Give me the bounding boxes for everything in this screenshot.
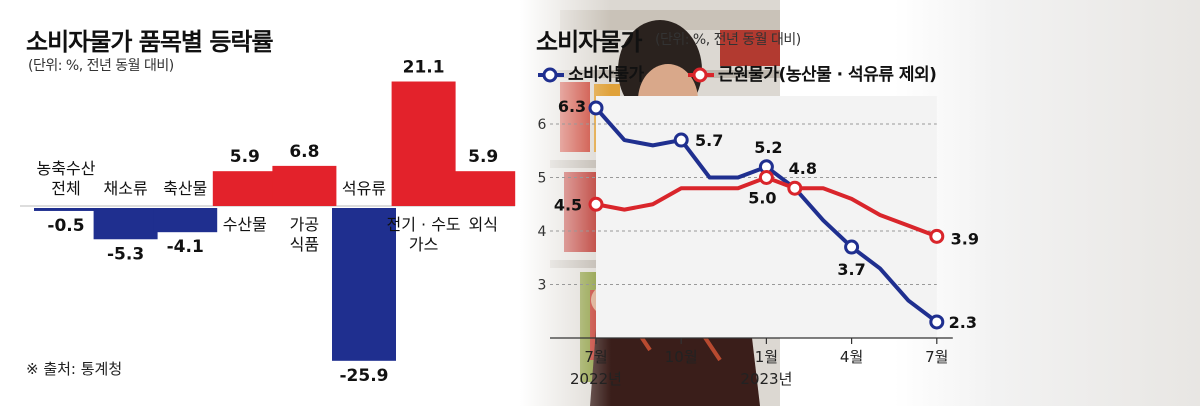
legend-item-cpi: 소비자물가	[538, 60, 644, 85]
legend-item-core: 근원물가(농산물 · 석유류 제외)	[688, 60, 937, 85]
bar	[332, 208, 396, 361]
bar-category-label: 외식	[468, 215, 497, 234]
bar-value-label: -4.1	[167, 237, 204, 257]
x-tick-label: 10월	[665, 348, 698, 366]
series-point	[673, 132, 689, 148]
x-tick-year: 2023년	[740, 370, 792, 388]
y-tick-label: 5	[538, 171, 547, 187]
line-chart-subtitle: (단위: %, 전년 동월 대비)	[655, 32, 801, 48]
series-point	[588, 100, 604, 116]
line-chart-svg: 3 4 5 6 7월 2022년 10월 1월 2023년 4월 7월 6.3 5.7 5.2 3.7 2.3…	[538, 96, 979, 388]
bar-value-label: 21.1	[403, 58, 445, 78]
bar	[212, 171, 277, 206]
bar-value-label: 6.8	[289, 142, 319, 162]
bar-category-label: 채소류	[104, 179, 148, 198]
bar	[272, 165, 337, 206]
legend-marker-cpi	[538, 67, 564, 83]
legend-label-core: 근원물가(농산물 · 석유류 제외)	[718, 65, 937, 85]
y-tick-label: 6	[538, 117, 547, 133]
bar-category-label: 전기 · 수도	[387, 215, 461, 234]
x-tick-label: 4월	[840, 348, 863, 366]
bar-value-label: -5.3	[107, 244, 144, 264]
x-tick-year: 2022년	[570, 370, 622, 388]
point-value-label: 4.8	[789, 159, 817, 178]
series-point	[787, 180, 803, 196]
bar-category-label: 농축수산	[37, 159, 96, 178]
bar-category-label: 식품	[290, 235, 319, 254]
line-chart-panel: 소비자물가 (단위: %, 전년 동월 대비) 소비자물가 근원물가(농산물 ·…	[520, 0, 1200, 406]
bar	[391, 81, 456, 206]
bar	[153, 208, 218, 233]
bar-category-label: 수산물	[223, 215, 267, 234]
bar-value-label: -25.9	[340, 366, 389, 386]
bar	[451, 171, 516, 206]
series-point	[844, 239, 860, 255]
series-point	[929, 228, 945, 244]
point-value-label: 5.7	[695, 131, 723, 150]
source-note: ※ 출처: 통계청	[26, 360, 123, 378]
bar-category-label: 석유류	[342, 179, 386, 198]
bar-chart-subtitle: (단위: %, 전년 동월 대비)	[28, 58, 174, 74]
bar-value-label: 5.9	[468, 147, 498, 167]
series-point	[929, 314, 945, 330]
bar-chart-title: 소비자물가 품목별 등락률	[26, 28, 274, 56]
x-tick-label: 7월	[584, 348, 607, 366]
point-value-label: 2.3	[949, 313, 977, 332]
bar	[34, 208, 98, 211]
line-chart-title: 소비자물가	[536, 28, 642, 56]
bar-value-label: -0.5	[47, 216, 84, 236]
point-value-label: 5.2	[754, 138, 782, 157]
bar-category-label: 가스	[409, 235, 438, 254]
bar-category-label: 가공	[290, 215, 319, 234]
x-tick-label: 7월	[925, 348, 948, 366]
bar	[93, 208, 158, 240]
point-value-label: 4.5	[554, 195, 582, 214]
y-tick-label: 4	[538, 224, 547, 240]
legend-label-cpi: 소비자물가	[568, 65, 644, 85]
y-tick-label: 3	[538, 278, 547, 294]
bar-chart-panel: 소비자물가 품목별 등락률 (단위: %, 전년 동월 대비) -0.5 농축수산…	[0, 0, 520, 406]
bar-category-label: 전체	[51, 179, 80, 198]
series-point	[588, 196, 604, 212]
point-value-label: 5.0	[748, 189, 776, 208]
bar-value-label: 5.9	[230, 147, 260, 167]
x-tick-label: 1월	[755, 348, 778, 366]
legend-marker-core	[688, 67, 714, 83]
point-value-label: 6.3	[558, 97, 586, 116]
point-value-label: 3.7	[837, 260, 865, 279]
point-value-label: 3.9	[951, 229, 979, 248]
series-point	[758, 170, 774, 185]
bar-category-label: 축산물	[163, 179, 207, 198]
